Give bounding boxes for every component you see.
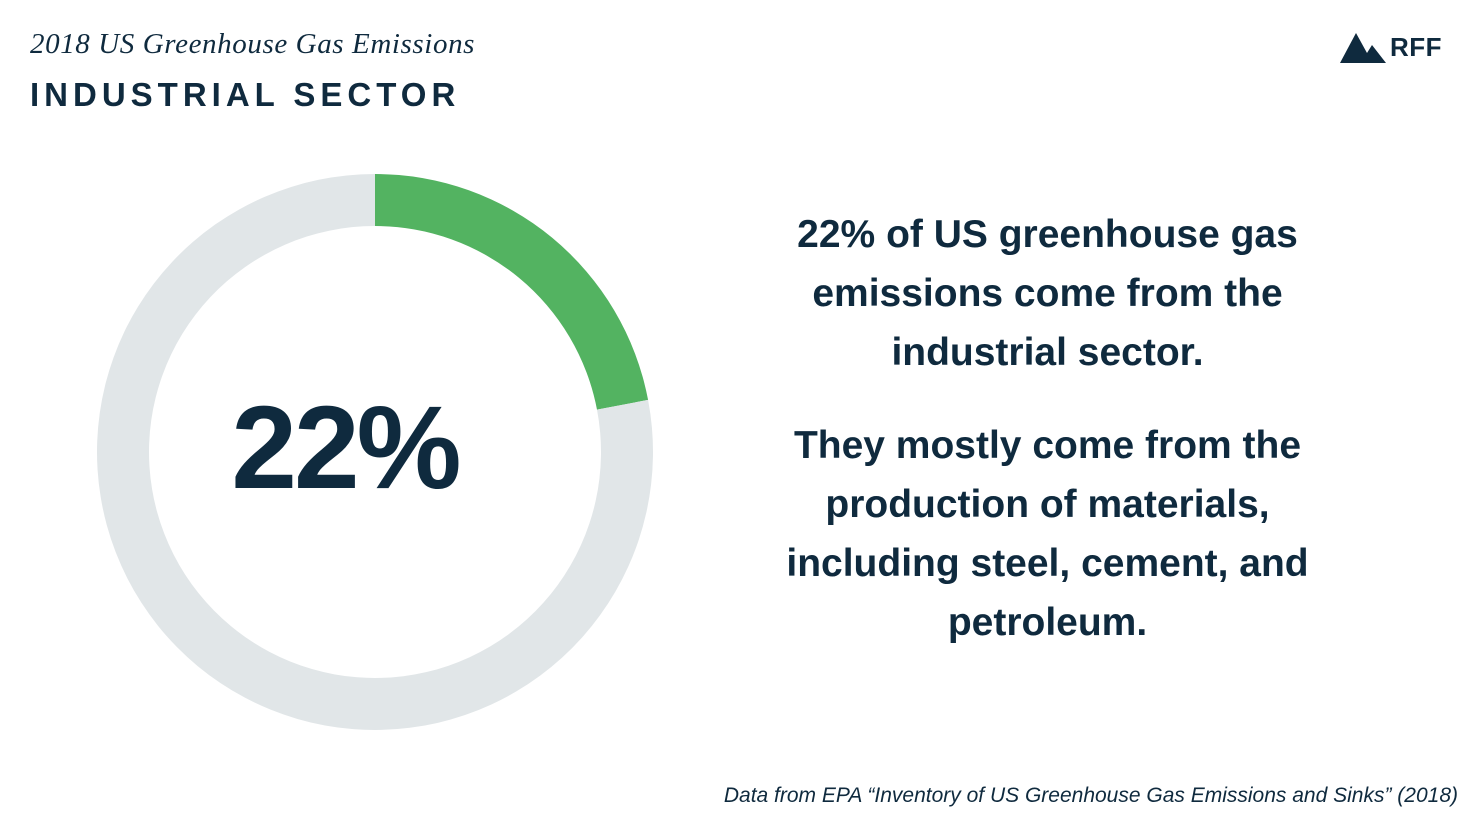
summary-paragraph-2: They mostly come from the production of … <box>786 424 1309 644</box>
rff-logo: RFF <box>1340 30 1452 64</box>
summary-paragraph-1: 22% of US greenhouse gas emissions come … <box>797 213 1298 374</box>
donut-chart <box>97 174 654 730</box>
chart-title: 2018 US Greenhouse Gas Emissions <box>30 28 476 60</box>
mountain-icon <box>1340 33 1386 63</box>
logo-text: RFF <box>1390 31 1443 62</box>
donut-slice-0 <box>375 174 649 410</box>
source-note: Data from EPA “Inventory of US Greenhous… <box>723 784 1458 807</box>
chart-subtitle: INDUSTRIAL SECTOR <box>30 76 461 113</box>
